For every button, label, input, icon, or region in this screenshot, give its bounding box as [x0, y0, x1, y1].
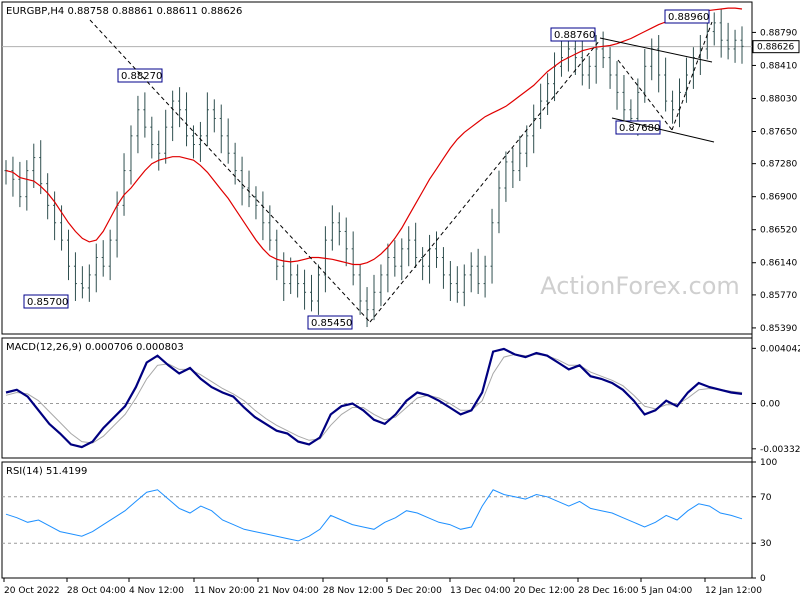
- x-axis-tick-label: 4 Nov 12:00: [129, 586, 184, 596]
- annotation-box: [615, 120, 661, 135]
- annotation-box: [117, 68, 163, 83]
- macd-line: [5, 347, 743, 449]
- price-y-tick-label: 0.88030: [760, 94, 797, 104]
- macd-title: MACD(12,26,9) 0.000706 0.000803: [6, 342, 184, 353]
- price-y-tick-label: 0.85390: [760, 324, 797, 334]
- price-chart-title: EURGBP,H4 0.88758 0.88861 0.88611 0.8862…: [6, 6, 242, 17]
- annotation-label: 0.85450: [311, 318, 352, 329]
- x-axis-tick-label: 20 Dec 12:00: [514, 586, 575, 596]
- rsi-y-tick-label: 70: [760, 493, 772, 503]
- x-axis-tick-label: 5 Jan 04:00: [641, 586, 693, 596]
- trend-line: [611, 117, 715, 143]
- price-y-tick-label: 0.88410: [760, 61, 797, 71]
- trend-line: [89, 19, 371, 323]
- x-axis-tick-label: 5 Dec 20:00: [387, 586, 442, 596]
- x-axis-tick-label: 20 Oct 2022: [4, 586, 60, 596]
- trend-line: [617, 59, 673, 131]
- macd-y-tick-label: 0.004042: [760, 344, 800, 354]
- price-y-tick-label: 0.87650: [760, 127, 797, 137]
- rsi-y-tick-label: 0: [760, 574, 766, 584]
- macd-y-tick-label: -0.003326: [760, 445, 800, 455]
- trend-line: [369, 39, 601, 323]
- annotation-label: 0.88960: [668, 12, 709, 23]
- watermark-text: ActionForex.com: [540, 272, 740, 300]
- annotation-label: 0.87680: [619, 123, 660, 134]
- x-axis-tick-label: 28 Dec 16:00: [578, 586, 639, 596]
- panel-frame-2: [1, 461, 753, 579]
- annotation-label: 0.88760: [554, 30, 595, 41]
- x-axis-tick-label: 12 Jan 12:00: [705, 586, 762, 596]
- trend-line: [599, 37, 713, 63]
- x-axis-tick-label: 11 Nov 20:00: [194, 586, 255, 596]
- annotation-box: [550, 27, 596, 42]
- price-y-tick-label: 0.86900: [760, 193, 797, 203]
- annotation-label: 0.88270: [121, 71, 162, 82]
- price-y-tick-label: 0.88790: [760, 28, 797, 38]
- rsi-line: [5, 489, 743, 542]
- x-axis-tick-label: 13 Dec 04:00: [450, 586, 511, 596]
- x-axis-tick-label: 21 Nov 04:00: [258, 586, 319, 596]
- trend-line: [671, 21, 713, 131]
- x-axis-tick-label: 28 Oct 04:00: [67, 586, 126, 596]
- macd-signal-line: [5, 353, 743, 444]
- macd-y-tick-label: 0.00: [760, 399, 780, 409]
- moving-average-line: [5, 7, 743, 266]
- annotation-box: [23, 294, 69, 309]
- price-y-tick-label: 0.86520: [760, 226, 797, 236]
- price-y-tick-label: 0.85770: [760, 291, 797, 301]
- rsi-y-tick-label: 100: [760, 458, 777, 468]
- current-price-box: [752, 40, 800, 54]
- x-axis-tick-label: 28 Nov 12:00: [323, 586, 384, 596]
- rsi-y-tick-label: 30: [760, 539, 772, 549]
- current-price-label: 0.88626: [757, 43, 794, 53]
- annotation-label: 0.85700: [27, 297, 68, 308]
- annotation-box: [664, 9, 710, 24]
- annotation-box: [307, 315, 353, 330]
- rsi-title: RSI(14) 51.4199: [6, 466, 87, 477]
- price-y-tick-label: 0.86140: [760, 259, 797, 269]
- panel-frame-1: [1, 337, 753, 459]
- panel-frame-0: [1, 1, 753, 335]
- price-y-tick-label: 0.87280: [760, 160, 797, 170]
